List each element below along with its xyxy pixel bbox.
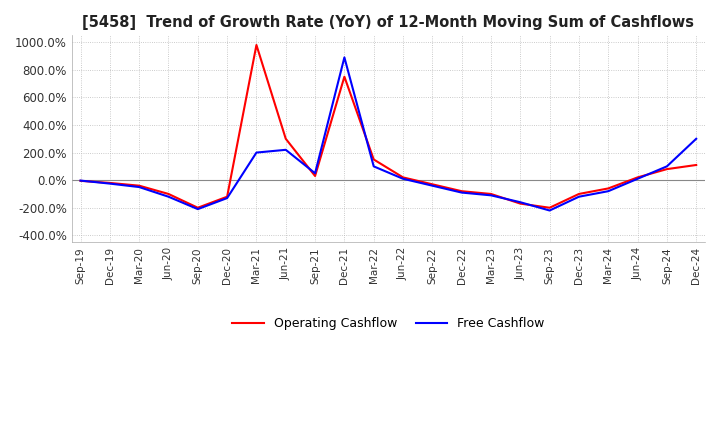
Operating Cashflow [575,191,583,197]
Free Cashflow [194,206,202,212]
Free Cashflow [164,194,173,199]
Operating Cashflow [76,178,85,183]
Legend: Operating Cashflow, Free Cashflow: Operating Cashflow, Free Cashflow [228,312,549,335]
Free Cashflow [457,190,466,195]
Operating Cashflow [340,74,348,79]
Free Cashflow [516,200,525,205]
Free Cashflow [282,147,290,152]
Operating Cashflow [369,157,378,162]
Operating Cashflow [457,189,466,194]
Operating Cashflow [311,173,320,179]
Free Cashflow [428,183,436,188]
Free Cashflow [662,164,671,169]
Free Cashflow [545,208,554,213]
Operating Cashflow [662,166,671,172]
Free Cashflow [399,176,408,181]
Free Cashflow [311,171,320,176]
Operating Cashflow [106,180,114,186]
Line: Free Cashflow: Free Cashflow [81,57,696,210]
Free Cashflow [135,184,143,190]
Free Cashflow [604,189,613,194]
Free Cashflow [222,195,231,201]
Free Cashflow [487,193,495,198]
Operating Cashflow [487,191,495,197]
Free Cashflow [76,178,85,183]
Operating Cashflow [692,162,701,168]
Free Cashflow [692,136,701,141]
Operating Cashflow [516,201,525,206]
Operating Cashflow [282,136,290,141]
Operating Cashflow [428,182,436,187]
Operating Cashflow [194,205,202,210]
Free Cashflow [634,176,642,181]
Free Cashflow [252,150,261,155]
Operating Cashflow [135,183,143,188]
Operating Cashflow [604,186,613,191]
Operating Cashflow [545,205,554,210]
Free Cashflow [575,194,583,199]
Title: [5458]  Trend of Growth Rate (YoY) of 12-Month Moving Sum of Cashflows: [5458] Trend of Growth Rate (YoY) of 12-… [82,15,694,30]
Free Cashflow [369,164,378,169]
Operating Cashflow [252,42,261,48]
Free Cashflow [106,181,114,186]
Line: Operating Cashflow: Operating Cashflow [81,45,696,208]
Operating Cashflow [222,194,231,199]
Operating Cashflow [164,191,173,197]
Free Cashflow [340,55,348,60]
Operating Cashflow [634,175,642,180]
Operating Cashflow [399,175,408,180]
